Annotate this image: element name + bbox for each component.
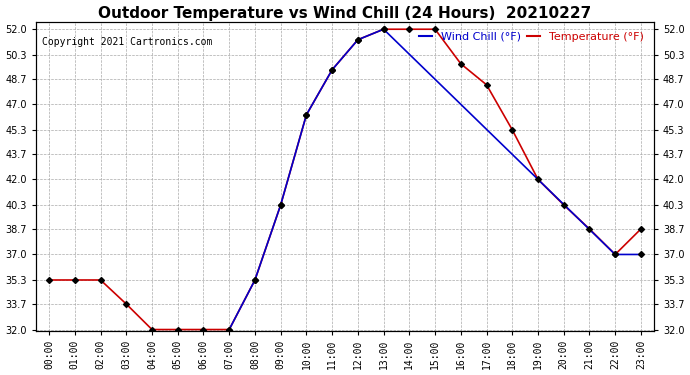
Text: Copyright 2021 Cartronics.com: Copyright 2021 Cartronics.com	[42, 37, 213, 47]
Legend: Wind Chill (°F), Temperature (°F): Wind Chill (°F), Temperature (°F)	[415, 27, 648, 46]
Title: Outdoor Temperature vs Wind Chill (24 Hours)  20210227: Outdoor Temperature vs Wind Chill (24 Ho…	[99, 6, 591, 21]
